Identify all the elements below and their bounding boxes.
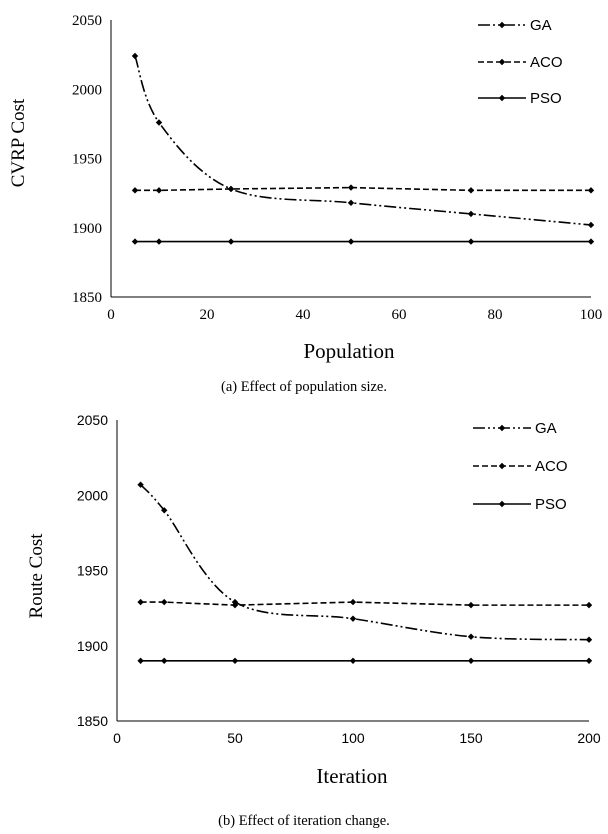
data-point-aco (131, 187, 139, 194)
legend-marker-pso (498, 500, 506, 508)
data-point-ga (137, 481, 144, 488)
data-point-ga (155, 119, 163, 126)
y-tick-label: 2000 (77, 487, 108, 503)
x-tick-label: 40 (296, 307, 311, 323)
data-point-aco (137, 598, 144, 606)
chart-b-caption: (b) Effect of iteration change. (218, 813, 390, 829)
data-point-aco (587, 187, 595, 194)
data-point-pso (131, 238, 139, 245)
chart-b-legend: GA ACO PSO (473, 420, 568, 513)
data-point-pso (467, 238, 475, 245)
data-point-pso (137, 657, 144, 664)
x-tick-label: 0 (107, 307, 115, 323)
data-point-pso (467, 657, 475, 664)
data-point-aco (349, 598, 357, 606)
data-point-pso (155, 238, 163, 245)
chart-a-legend: GA ACO PSO (478, 17, 563, 107)
y-tick-label: 2000 (72, 82, 102, 98)
data-point-aco (347, 184, 355, 191)
chart-a-caption: (a) Effect of population size. (221, 379, 387, 395)
series-line-ga (134, 55, 592, 226)
legend-label-ga: GA (530, 17, 552, 34)
y-tick-label: 2050 (77, 412, 108, 428)
chart-iteration: 0 50 100 150 200 1850 1900 1950 2000 2050 GA ACO PS… (26, 412, 601, 829)
legend-label-pso: PSO (530, 90, 562, 107)
x-tick-label: 150 (459, 730, 483, 746)
data-point-aco (467, 601, 475, 609)
data-point-pso (227, 238, 235, 245)
y-tick-label: 1950 (77, 563, 108, 579)
data-point-ga (347, 199, 355, 207)
chart-population: 0 20 40 60 80 100 1850 1900 1950 2000 2050 GA ACO PS… (8, 13, 602, 395)
data-point-ga (585, 636, 593, 643)
series-line-aco (135, 186, 591, 192)
data-point-aco (161, 598, 168, 606)
x-tick-label: 200 (577, 730, 601, 746)
legend-marker-aco (498, 58, 506, 66)
x-tick-label: 100 (580, 307, 603, 323)
legend-label-aco: ACO (535, 458, 568, 475)
legend-marker-pso (498, 94, 506, 102)
chart-b-series (137, 481, 593, 664)
series-line-ga (140, 484, 590, 641)
x-tick-label: 20 (200, 307, 215, 323)
legend-marker-ga (498, 21, 506, 29)
data-point-ga (161, 507, 168, 514)
data-point-aco (155, 187, 163, 194)
data-point-ga (131, 52, 139, 60)
chart-a-x-axis-label: Population (303, 339, 395, 363)
chart-a-axes: 0 20 40 60 80 100 1850 1900 1950 2000 2050 (72, 13, 602, 323)
data-point-aco (585, 601, 593, 609)
data-point-aco (467, 187, 475, 194)
data-point-pso (231, 657, 239, 664)
data-point-ga (467, 210, 475, 218)
data-point-pso (585, 657, 593, 664)
x-tick-label: 0 (113, 730, 121, 746)
y-tick-label: 1950 (72, 152, 102, 168)
chart-a-series (131, 52, 595, 245)
data-point-ga (467, 633, 475, 640)
chart-b-x-axis-label: Iteration (316, 764, 388, 788)
y-tick-label: 2050 (72, 13, 102, 29)
data-point-pso (347, 238, 355, 245)
data-point-aco (227, 185, 235, 193)
legend-marker-ga (498, 424, 506, 432)
data-point-pso (587, 238, 595, 245)
data-point-ga (587, 221, 595, 229)
chart-a-y-axis-label: CVRP Cost (8, 98, 29, 187)
y-tick-label: 1850 (77, 713, 108, 729)
x-tick-label: 100 (341, 730, 365, 746)
chart-b-y-axis-label: Route Cost (26, 533, 47, 619)
y-tick-label: 1900 (77, 638, 108, 654)
y-tick-label: 1850 (72, 290, 102, 306)
data-point-pso (161, 657, 168, 664)
legend-marker-aco (498, 462, 506, 470)
x-tick-label: 60 (392, 307, 407, 323)
legend-label-pso: PSO (535, 496, 567, 513)
data-point-aco (231, 601, 239, 609)
x-tick-label: 50 (227, 730, 243, 746)
chart-b-axes: 0 50 100 150 200 1850 1900 1950 2000 2050 (77, 412, 601, 746)
legend-label-aco: ACO (530, 54, 563, 71)
data-point-pso (349, 657, 357, 664)
y-tick-label: 1900 (72, 221, 102, 237)
data-point-ga (349, 615, 357, 622)
series-line-aco (140, 601, 589, 606)
x-tick-label: 80 (488, 307, 503, 323)
legend-label-ga: GA (535, 420, 557, 437)
